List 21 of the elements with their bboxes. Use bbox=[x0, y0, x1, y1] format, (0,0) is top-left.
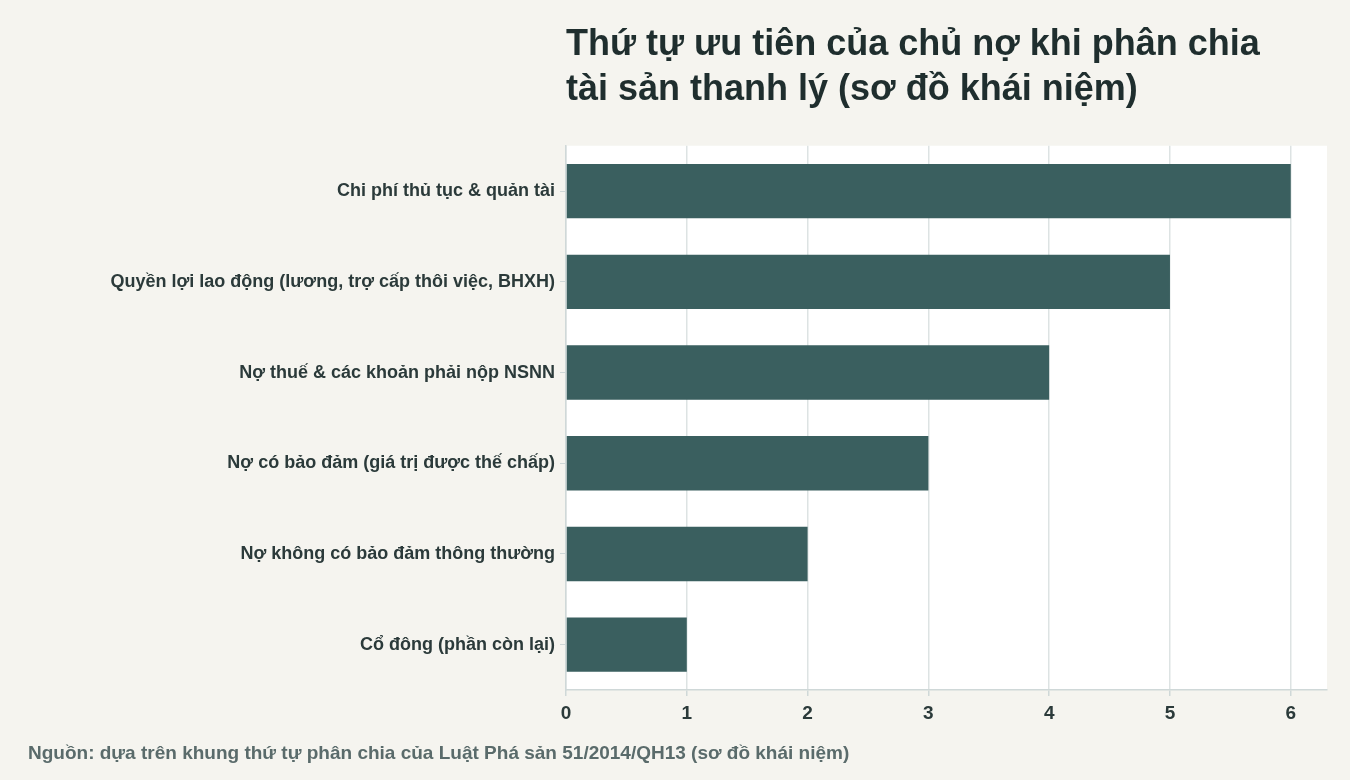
x-tick-label: 2 bbox=[802, 701, 813, 723]
x-tick-label: 6 bbox=[1285, 701, 1297, 723]
bar bbox=[566, 617, 687, 672]
bar bbox=[566, 436, 929, 491]
bar bbox=[566, 526, 808, 582]
y-tick-label: Nợ có bảo đảm (giá trị được thế chấp) bbox=[227, 452, 555, 473]
y-tick-label: Quyền lợi lao động (lương, trợ cấp thôi việc, BHXH) bbox=[110, 270, 555, 291]
y-tick-label: Cổ đông (phần còn lại) bbox=[360, 633, 555, 654]
y-tick-label: Nợ không có bảo đảm thông thường bbox=[240, 542, 555, 563]
x-tick-label: 5 bbox=[1164, 701, 1176, 723]
x-tick-label: 0 bbox=[560, 701, 572, 723]
y-tick-label: Nợ thuế & các khoản phải nộp NSNN bbox=[239, 361, 555, 382]
bar bbox=[566, 254, 1170, 310]
x-tick-label: 4 bbox=[1043, 701, 1055, 723]
x-tick-label: 3 bbox=[923, 701, 934, 723]
x-tick-label: 1 bbox=[681, 701, 693, 723]
text: Nguồn: dựa trên khung thứ tự phân chia của Luật Phá sản 51/2014/QH13 (sơ đồ khái niệm) bbox=[28, 742, 850, 764]
chart-title: Thứ tự ưu tiên của chủ nợ khi phân chia tài sản thanh lý (sơ đồ khái niệm) bbox=[566, 21, 1261, 110]
y-tick-label: Chi phí thủ tục & quản tài bbox=[337, 180, 555, 201]
bar bbox=[566, 163, 1291, 219]
bar bbox=[566, 345, 1050, 400]
